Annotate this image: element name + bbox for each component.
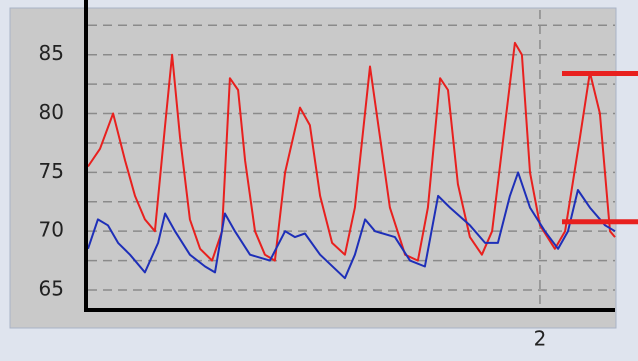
plot-background [9,7,617,329]
line-series [87,171,616,280]
x-tick-label: 2 [534,327,547,351]
y-tick-label: 80 [39,100,64,124]
y-tick-label: 75 [39,159,64,183]
y-tick-label: 70 [39,218,64,242]
line-series [87,41,616,262]
y-tick-label: 65 [39,277,64,301]
y-tick-label: 85 [39,41,64,65]
